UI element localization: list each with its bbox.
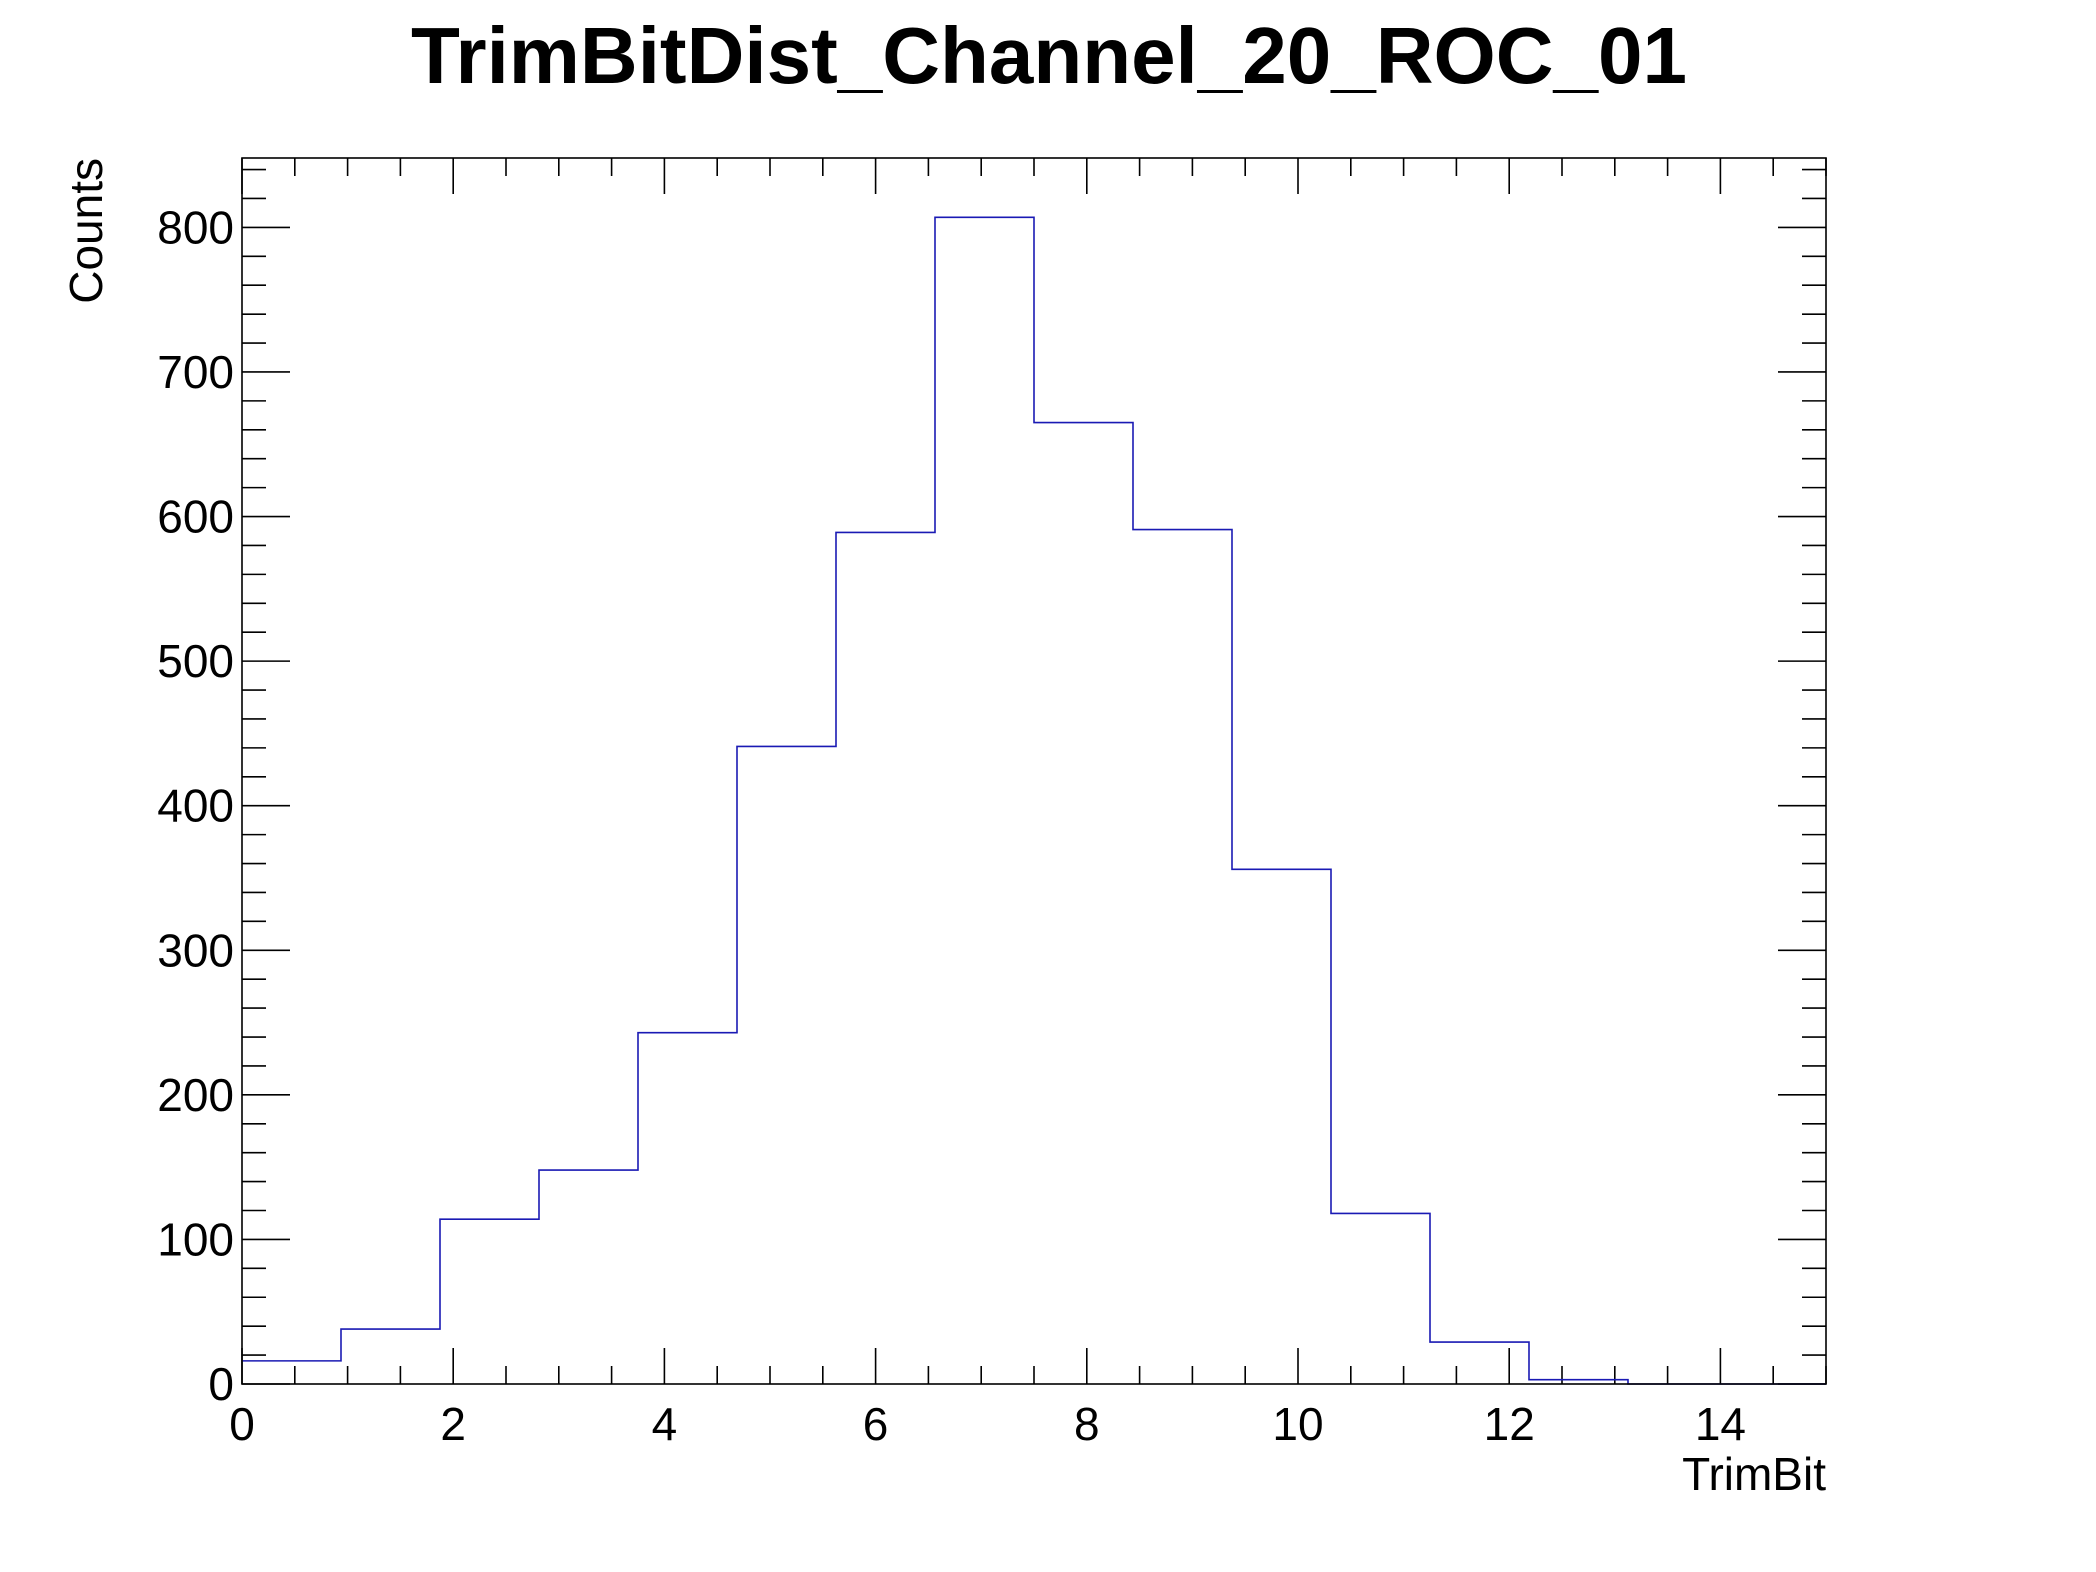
- x-tick-label: 0: [229, 1398, 255, 1450]
- x-tick-label: 14: [1695, 1398, 1746, 1450]
- axis-ticks: [241, 158, 1827, 1385]
- chart-title: TrimBitDist_Channel_20_ROC_01: [411, 11, 1687, 100]
- y-tick-label: 500: [157, 635, 234, 687]
- histogram-outline: [242, 216, 1826, 1385]
- y-tick-label: 200: [157, 1069, 234, 1121]
- x-tick-label: 4: [652, 1398, 678, 1450]
- axis-tick-labels: 0 2 4 6 8 10 12 14 0 100 200 300 400 500 600 700 800: [157, 201, 1746, 1450]
- x-tick-label: 2: [440, 1398, 466, 1450]
- y-tick-label: 400: [157, 780, 234, 832]
- y-tick-label: 600: [157, 491, 234, 543]
- x-tick-label: 10: [1272, 1398, 1323, 1450]
- y-tick-label: 700: [157, 346, 234, 398]
- x-axis-label: TrimBit: [1682, 1448, 1826, 1500]
- y-axis-label: Counts: [60, 158, 112, 304]
- x-tick-label: 12: [1484, 1398, 1535, 1450]
- plot-frame: [241, 157, 1827, 1385]
- y-tick-label: 800: [157, 201, 234, 253]
- x-tick-label: 6: [863, 1398, 889, 1450]
- x-tick-label: 8: [1074, 1398, 1100, 1450]
- y-tick-label: 100: [157, 1213, 234, 1265]
- y-tick-label: 300: [157, 924, 234, 976]
- y-tick-label: 0: [208, 1358, 234, 1410]
